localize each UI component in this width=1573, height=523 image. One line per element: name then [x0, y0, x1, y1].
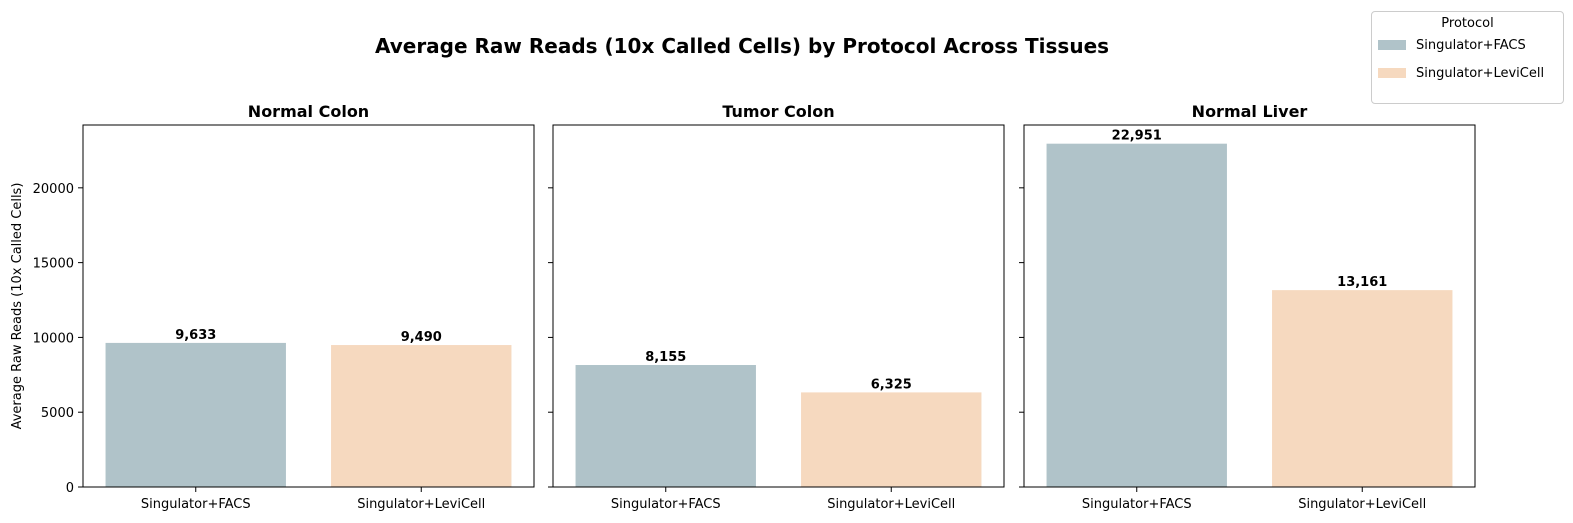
data-label-tumor-colon-1: 6,325 — [871, 377, 912, 392]
legend-entry-facs: Singulator+FACS — [1378, 36, 1526, 54]
legend-swatch-facs — [1378, 40, 1406, 50]
bar-normal-colon-facs — [105, 342, 286, 487]
data-label-normal-liver-0: 22,951 — [1112, 129, 1162, 144]
legend-entry-levicell: Singulator+LeviCell — [1378, 64, 1544, 82]
bar-normal-liver-levicell — [1272, 290, 1453, 487]
data-label-normal-liver-1: 13,161 — [1337, 275, 1387, 290]
y-tick-label-0: 0 — [66, 481, 74, 496]
data-label-normal-colon-0: 9,633 — [175, 328, 216, 343]
bar-normal-colon-levicell — [331, 345, 512, 487]
y-tick-label-1: 5000 — [41, 406, 74, 421]
panel-frame-tumor-colon — [552, 124, 1005, 488]
bar-normal-liver-facs — [1046, 143, 1227, 487]
data-label-normal-colon-1: 9,490 — [401, 330, 442, 345]
x-tick-label-tumor-colon-1: Singulator+LeviCell — [827, 497, 955, 512]
data-label-tumor-colon-0: 8,155 — [645, 350, 686, 365]
panel-frame-normal-colon — [82, 124, 535, 488]
y-tick-label-3: 15000 — [33, 257, 74, 272]
chart-title: Average Raw Reads (10x Called Cells) by … — [375, 34, 1109, 58]
legend-title: Protocol — [1441, 16, 1494, 31]
legend-label-facs: Singulator+FACS — [1416, 37, 1526, 53]
panel-frame-normal-liver — [1023, 124, 1476, 488]
y-tick-label-2: 10000 — [33, 331, 74, 346]
x-tick-label-normal-liver-0: Singulator+FACS — [1082, 497, 1192, 512]
panel-title-normal-liver: Normal Liver — [1192, 102, 1308, 121]
panel-title-tumor-colon: Tumor Colon — [722, 102, 834, 121]
x-tick-label-normal-colon-1: Singulator+LeviCell — [357, 497, 485, 512]
chart-panels: 9,633 Singulator+FACS 9,490 Singulator+Levi… — [33, 102, 1476, 512]
y-tick-label-4: 20000 — [33, 182, 74, 197]
legend-swatch-levicell — [1378, 68, 1406, 78]
x-tick-label-normal-liver-1: Singulator+LeviCell — [1298, 497, 1426, 512]
bar-tumor-colon-levicell — [801, 392, 982, 487]
y-axis-label: Average Raw Reads (10x Called Cells) — [10, 183, 25, 430]
legend-label-levicell: Singulator+LeviCell — [1416, 65, 1545, 81]
panel-title-normal-colon: Normal Colon — [248, 102, 369, 121]
legend: Protocol Singulator+FACS Singulator+Levi… — [1371, 11, 1564, 104]
x-tick-label-tumor-colon-0: Singulator+FACS — [611, 497, 721, 512]
x-tick-label-normal-colon-0: Singulator+FACS — [141, 497, 251, 512]
bar-tumor-colon-facs — [575, 365, 756, 487]
